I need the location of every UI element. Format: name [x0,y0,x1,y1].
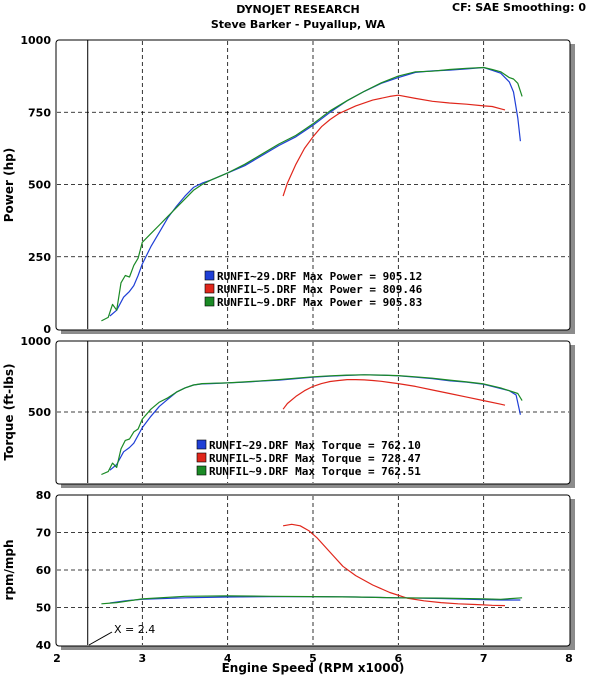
x-tick-label: 3 [139,652,147,665]
chart-subtitle: Steve Barker - Puyallup, WA [211,18,386,31]
power-y-tick-label: 500 [28,179,51,192]
power-y-tick-label: 250 [28,251,51,264]
rpmmph-y-tick-label: 70 [36,527,52,540]
x-axis-label: Engine Speed (RPM x1000) [222,661,405,675]
rpmmph-y-tick-label: 40 [36,639,52,652]
legend-swatch-run5 [196,452,207,463]
power-legend: RUNFI~29.DRF Max Power = 905.12 RUNFIL~5… [204,270,423,309]
cursor-annotation-text: X = 2.4 [114,623,155,636]
grid-layer [57,41,569,645]
x-tick-label: 8 [565,652,573,665]
power-legend-entry-run9: RUNFIL~9.DRF Max Power = 905.83 [217,296,422,309]
rpmmph-y-tick-label: 50 [36,602,52,615]
torque-axis-label: Torque (ft-lbs) [2,364,16,461]
torque-legend-entry-run29: RUNFI~29.DRF Max Torque = 762.10 [209,439,421,452]
rpmmph-y-tick-label: 80 [36,489,52,502]
cursor-annotation: X = 2.4 [88,623,155,646]
rpmmph-y-tick-label: 60 [36,564,52,577]
rpmmph-series-runfil-9-drf [101,595,523,605]
power-y-tick-label: 1000 [20,34,51,47]
power-y-tick-label: 750 [28,106,51,119]
torque-legend-entry-run5: RUNFIL~5.DRF Max Torque = 728.47 [209,452,421,465]
legend-swatch-run29 [196,439,207,450]
x-tick-label: 2 [53,652,61,665]
legend-swatch-run5 [204,283,215,294]
power-legend-entry-run29: RUNFI~29.DRF Max Power = 905.12 [217,270,422,283]
series-layer [101,66,523,607]
x-tick-label: 6 [395,652,403,665]
legend-swatch-run9 [196,465,207,476]
torque-y-tick-label: 1000 [20,335,51,348]
tick-layer: 0 250 500 750 1000 500 1000 40 50 60 70 80 2 3 4 5 6 7 8 [20,34,572,665]
annotation-leader-line [88,631,113,646]
torque-series-runfil-9-drf [101,374,523,476]
power-series-runfil-5-drf [282,94,506,197]
x-tick-label: 7 [480,652,488,665]
power-axis-label: Power (hp) [2,148,16,222]
x-tick-label: 4 [224,652,232,665]
correction-settings: CF: SAE Smoothing: 0 [452,1,586,14]
rpmmph-series-runfil-5-drf [282,523,506,607]
rpmmph-axis-label: rpm/mph [2,539,16,600]
legend-swatch-run29 [204,270,215,281]
torque-series-runfil-5-drf [282,379,506,410]
x-tick-label: 5 [309,652,317,665]
chart-title: DYNOJET RESEARCH [236,3,359,16]
power-legend-entry-run5: RUNFIL~5.DRF Max Power = 809.46 [217,283,423,296]
torque-y-tick-label: 500 [28,406,51,419]
torque-legend-entry-run9: RUNFIL~9.DRF Max Torque = 762.51 [209,465,421,478]
power-series-runfil-9-drf [101,66,523,322]
power-y-tick-label: 0 [43,323,51,336]
legend-swatch-run9 [204,296,215,307]
torque-legend: RUNFI~29.DRF Max Torque = 762.10 RUNFIL~… [196,439,421,478]
